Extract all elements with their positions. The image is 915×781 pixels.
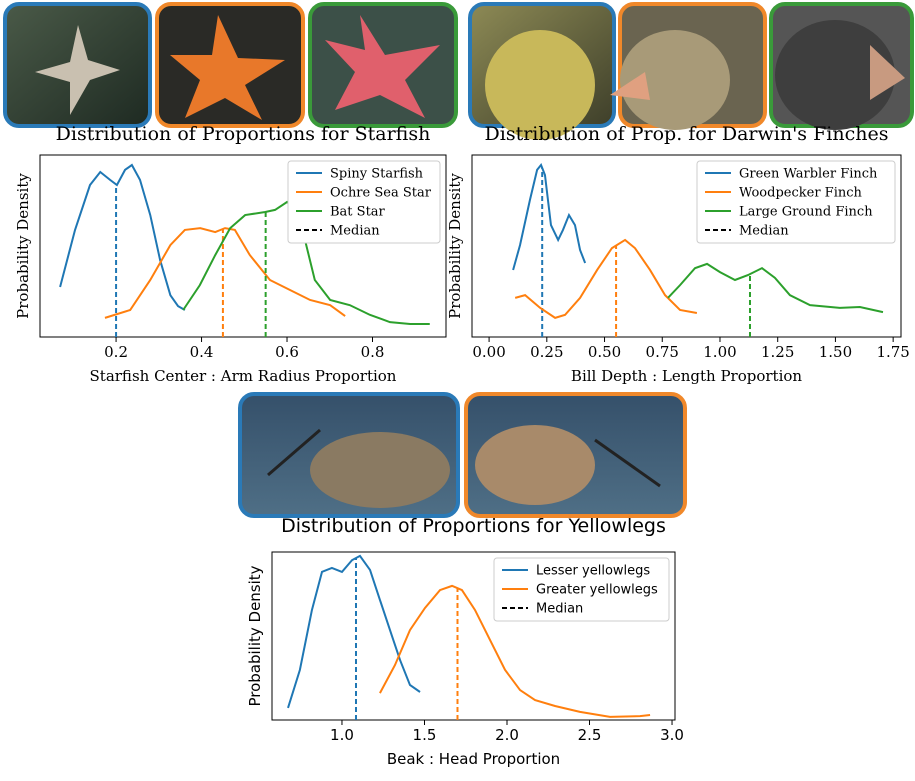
x-tick-label: 0.6 — [275, 343, 299, 361]
legend-label: Large Ground Finch — [739, 205, 873, 220]
x-tick-label: 1.25 — [761, 343, 794, 361]
x-tick-label: 1.5 — [413, 726, 437, 744]
density-line — [288, 556, 420, 708]
x-tick-label: 0.8 — [361, 343, 385, 361]
y-axis-label: Probability Density — [446, 173, 464, 319]
chart-finches: 0.00 0.25 0.50 0.75 1.00 1.25 1.50 1.75 Distribu… — [446, 123, 910, 385]
legend-label: Median — [739, 224, 789, 239]
x-tick-label: 0.75 — [646, 343, 679, 361]
x-tick-label: 0.00 — [472, 343, 505, 361]
x-tick-label: 0.25 — [530, 343, 563, 361]
legend-label: Woodpecker Finch — [739, 186, 862, 201]
x-tick-label: 3.0 — [660, 726, 684, 744]
y-axis-label: Probability Density — [246, 565, 264, 706]
legend-label: Greater yellowlegs — [536, 583, 658, 598]
figure: 0.2 0.4 0.6 0.8 Distribution of Proportions … — [0, 0, 915, 781]
x-tick-label: 0.2 — [104, 343, 128, 361]
x-axis-label: Bill Depth : Length Proportion — [571, 367, 802, 385]
chart-starfish: 0.2 0.4 0.6 0.8 Distribution of Proportions … — [14, 123, 446, 385]
chart-title: Distribution of Proportions for Yellowle… — [281, 515, 666, 537]
chart-title: Distribution of Prop. for Darwin's Finch… — [485, 123, 889, 145]
legend-label: Median — [536, 602, 583, 617]
x-tick-label: 1.0 — [330, 726, 354, 744]
x-axis-label: Beak : Head Proportion — [387, 750, 560, 768]
chart-yellowlegs: 1.0 1.5 2.0 2.5 3.0 Distribution of Proportio… — [246, 515, 684, 768]
x-tick-label: 1.50 — [819, 343, 852, 361]
legend-label: Ochre Sea Star — [330, 186, 432, 201]
chart-title: Distribution of Proportions for Starfish — [56, 123, 431, 145]
y-axis-label: Probability Density — [14, 173, 32, 319]
bird-body — [475, 425, 595, 505]
density-line — [668, 264, 883, 312]
x-tick-label: 2.5 — [578, 726, 602, 744]
legend-label: Green Warbler Finch — [739, 167, 878, 182]
density-line — [60, 165, 185, 310]
x-axis-label: Starfish Center : Arm Radius Proportion — [90, 367, 397, 385]
x-tick-label: 1.75 — [876, 343, 909, 361]
x-tick-label: 2.0 — [495, 726, 519, 744]
density-line — [513, 165, 585, 270]
legend-label: Median — [330, 224, 380, 239]
legend-label: Bat Star — [330, 205, 386, 220]
x-tick-label: 0.4 — [190, 343, 214, 361]
bird-body — [310, 432, 450, 508]
x-tick-label: 0.50 — [588, 343, 621, 361]
x-tick-label: 1.00 — [703, 343, 736, 361]
legend-label: Spiny Starfish — [330, 167, 424, 182]
legend-label: Lesser yellowlegs — [536, 564, 650, 579]
